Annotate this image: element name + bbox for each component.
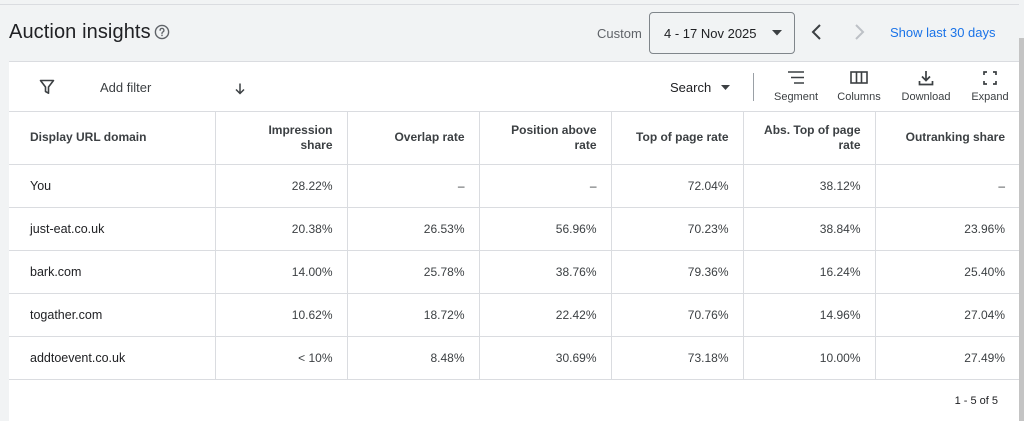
metric-cell: < 10% bbox=[215, 336, 348, 380]
toolbar-divider bbox=[753, 73, 754, 101]
date-range-value: 4 - 17 Nov 2025 bbox=[664, 26, 757, 41]
date-range-type-label: Custom bbox=[597, 26, 642, 41]
table-row: just-eat.co.uk 20.38% 26.53% 56.96% 70.23% 38… bbox=[9, 207, 1019, 251]
metric-cell: 25.78% bbox=[347, 250, 480, 294]
auction-insights-table: Display URL domain Impression share Over… bbox=[9, 112, 1019, 380]
metric-cell: 10.62% bbox=[215, 293, 348, 337]
metric-cell: 8.48% bbox=[347, 336, 480, 380]
caret-down-icon bbox=[721, 85, 730, 90]
domain-cell: bark.com bbox=[9, 250, 216, 294]
page-header: Auction insights Custom 4 - 17 Nov 2025 … bbox=[0, 5, 1019, 61]
metric-cell: 16.24% bbox=[743, 250, 876, 294]
metric-cell: – bbox=[479, 164, 612, 208]
column-header-domain[interactable]: Display URL domain bbox=[9, 112, 216, 165]
column-header-position-above-rate[interactable]: Position above rate bbox=[479, 112, 612, 165]
metric-cell: 27.04% bbox=[875, 293, 1019, 337]
metric-cell: 23.96% bbox=[875, 207, 1019, 251]
metric-cell: 73.18% bbox=[611, 336, 744, 380]
search-network-select[interactable]: Search bbox=[670, 80, 712, 95]
top-border bbox=[0, 4, 1019, 5]
domain-cell: addtoevent.co.uk bbox=[9, 336, 216, 380]
metric-cell: – bbox=[875, 164, 1019, 208]
metric-cell: 28.22% bbox=[215, 164, 348, 208]
metric-cell: 56.96% bbox=[479, 207, 612, 251]
metric-cell: 27.49% bbox=[875, 336, 1019, 380]
arrow-down-icon[interactable] bbox=[234, 83, 246, 95]
table-header-row: Display URL domain Impression share Over… bbox=[9, 112, 1019, 165]
caret-down-icon bbox=[772, 30, 782, 36]
date-range-picker[interactable]: 4 - 17 Nov 2025 bbox=[649, 12, 795, 54]
column-header-overlap-rate[interactable]: Overlap rate bbox=[347, 112, 480, 165]
expand-button[interactable]: Expand bbox=[967, 70, 1013, 103]
show-last-30-days-link[interactable]: Show last 30 days bbox=[890, 25, 996, 40]
metric-cell: 18.72% bbox=[347, 293, 480, 337]
segment-button[interactable]: Segment bbox=[771, 70, 821, 103]
help-icon[interactable] bbox=[154, 24, 170, 40]
metric-cell: 70.23% bbox=[611, 207, 744, 251]
chevron-left-icon[interactable] bbox=[806, 21, 828, 43]
segment-label: Segment bbox=[773, 91, 819, 103]
column-header-label: Impression share bbox=[268, 122, 333, 152]
column-header-impression-share[interactable]: Impression share bbox=[215, 112, 348, 165]
metric-cell: 14.96% bbox=[743, 293, 876, 337]
pagination-info: 1 - 5 of 5 bbox=[954, 395, 998, 407]
metric-cell: 72.04% bbox=[611, 164, 744, 208]
columns-icon bbox=[850, 71, 868, 84]
metric-cell: 14.00% bbox=[215, 250, 348, 294]
domain-cell: togather.com bbox=[9, 293, 216, 337]
auction-insights-card: Add filter Search Segment Columns Downlo… bbox=[9, 61, 1019, 421]
metric-cell: 38.12% bbox=[743, 164, 876, 208]
column-header-outranking-share[interactable]: Outranking share bbox=[875, 112, 1019, 165]
expand-icon bbox=[983, 71, 997, 85]
filter-icon[interactable] bbox=[39, 79, 55, 95]
domain-cell: just-eat.co.uk bbox=[9, 207, 216, 251]
download-button[interactable]: Download bbox=[899, 70, 953, 103]
table-row: You 28.22% – –72.04% 38.12% – bbox=[9, 164, 1019, 208]
metric-cell: 20.38% bbox=[215, 207, 348, 251]
metric-cell: 79.36% bbox=[611, 250, 744, 294]
expand-label: Expand bbox=[971, 91, 1009, 103]
metric-cell: 22.42% bbox=[479, 293, 612, 337]
page-title: Auction insights bbox=[9, 21, 151, 43]
table-row: bark.com 14.00% 25.78% 38.76% 79.36% 16.24% 25… bbox=[9, 250, 1019, 294]
domain-cell: You bbox=[9, 164, 216, 208]
add-filter-button[interactable]: Add filter bbox=[100, 80, 152, 95]
table-row: togather.com 10.62% 18.72% 22.42% 70.76% 14.9… bbox=[9, 293, 1019, 337]
columns-button[interactable]: Columns bbox=[834, 70, 884, 103]
table-toolbar: Add filter Search Segment Columns Downlo… bbox=[9, 62, 1019, 112]
column-header-top-of-page-rate[interactable]: Top of page rate bbox=[611, 112, 744, 165]
metric-cell: 38.84% bbox=[743, 207, 876, 251]
metric-cell: 10.00% bbox=[743, 336, 876, 380]
segment-icon bbox=[788, 71, 804, 84]
chevron-right-icon[interactable] bbox=[848, 21, 870, 43]
metric-cell: 30.69% bbox=[479, 336, 612, 380]
metric-cell: 38.76% bbox=[479, 250, 612, 294]
metric-cell: 25.40% bbox=[875, 250, 1019, 294]
columns-label: Columns bbox=[837, 91, 881, 103]
metric-cell: – bbox=[347, 164, 480, 208]
metric-cell: 26.53% bbox=[347, 207, 480, 251]
column-header-abs-top-of-page-rate[interactable]: Abs. Top of page rate bbox=[743, 112, 876, 165]
table-row: addtoevent.co.uk < 10% 8.48% 30.69% 73.18% 10… bbox=[9, 336, 1019, 380]
download-label: Download bbox=[901, 91, 951, 103]
metric-cell: 70.76% bbox=[611, 293, 744, 337]
download-icon bbox=[918, 71, 934, 86]
scrollbar[interactable] bbox=[1019, 38, 1024, 421]
